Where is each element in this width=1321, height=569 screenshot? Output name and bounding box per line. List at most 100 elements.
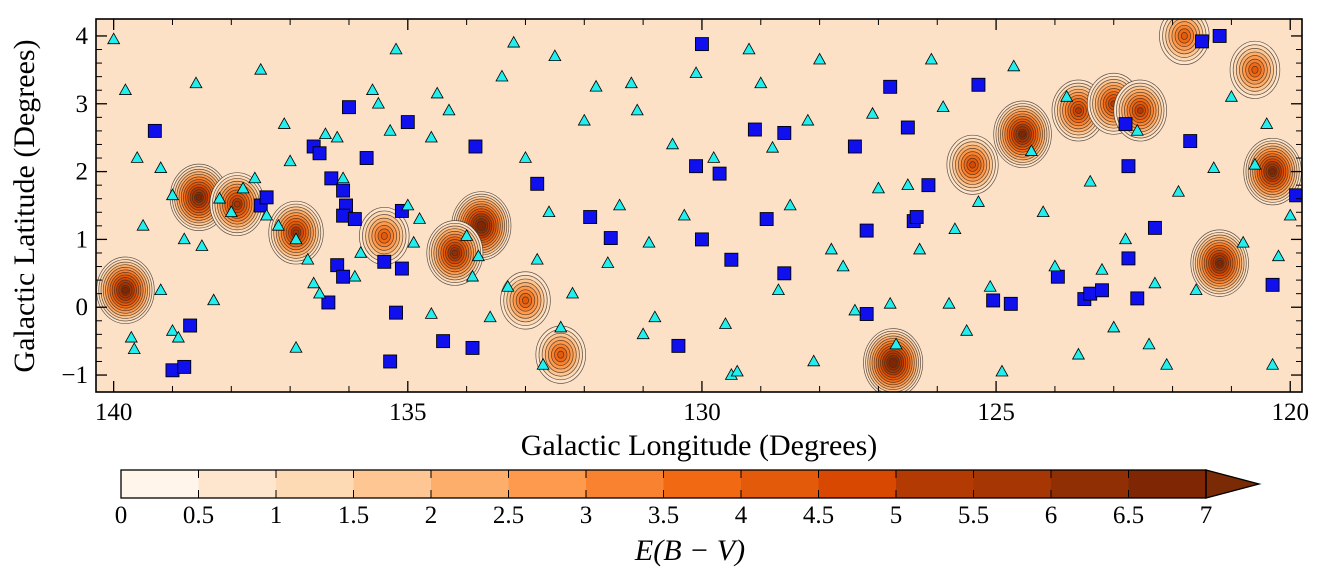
x-axis-title: Galactic Longitude (Degrees) — [521, 429, 878, 462]
triangle-marker — [601, 256, 615, 268]
square-marker — [147, 123, 162, 138]
triangle-marker — [171, 330, 185, 343]
triangle-marker — [236, 181, 250, 194]
colorbar-tick-label: 5.5 — [958, 502, 989, 529]
square-marker — [747, 122, 762, 137]
triangle-marker — [212, 191, 227, 204]
triangle-marker — [365, 83, 380, 95]
triangle-marker — [260, 208, 274, 221]
square-marker — [724, 252, 739, 267]
triangle-marker — [318, 127, 333, 140]
x-tick-label: 140 — [95, 399, 133, 426]
triangle-marker — [642, 235, 656, 248]
square-marker — [330, 258, 345, 273]
triangle-marker — [1283, 208, 1297, 221]
triangle-marker — [277, 117, 291, 129]
triangle-marker — [189, 76, 203, 89]
square-marker — [986, 293, 1001, 308]
triangle-marker — [107, 32, 121, 45]
x-axis: 140 135 130 125 120 — [95, 19, 1309, 426]
colorbar-segment — [198, 470, 277, 498]
triangle-marker — [1130, 123, 1144, 136]
square-marker — [1003, 296, 1018, 311]
square-marker — [777, 125, 792, 140]
x-tick-label: 130 — [683, 399, 721, 426]
triangle-marker — [1260, 117, 1274, 129]
triangle-marker — [613, 198, 627, 211]
plot-frame — [95, 18, 1303, 393]
cloud-5 — [451, 191, 512, 261]
square-marker — [583, 210, 598, 224]
square-marker — [468, 139, 483, 154]
square-marker — [694, 37, 709, 52]
triangle-marker — [730, 364, 744, 377]
colorbar-segment — [663, 470, 742, 498]
colorbar-segment — [353, 470, 432, 498]
cloud-14 — [1243, 137, 1302, 206]
triangle-marker — [254, 62, 268, 75]
square-marker — [342, 100, 356, 115]
square-marker — [909, 210, 924, 224]
triangle-marker — [1271, 249, 1286, 262]
colorbar-segment — [586, 470, 664, 498]
triangle-marker — [948, 222, 962, 234]
triangle-marker — [336, 171, 350, 184]
triangle-marker — [589, 79, 603, 92]
cloud-4 — [359, 206, 410, 266]
square-marker — [530, 176, 545, 191]
square-marker — [1083, 286, 1098, 301]
series-square — [147, 29, 1302, 378]
triangle-marker — [1236, 235, 1250, 248]
triangle-marker — [960, 323, 974, 336]
triangle-marker — [1189, 283, 1203, 296]
triangle-marker — [460, 228, 474, 241]
colorbar-tick-label: 0 — [115, 502, 128, 529]
triangle-marker — [665, 137, 680, 150]
cloud-8 — [863, 328, 924, 392]
square-marker — [377, 254, 392, 269]
triangle-marker — [154, 161, 168, 173]
triangle-marker — [430, 86, 444, 99]
square-marker — [389, 305, 403, 320]
square-marker — [1095, 283, 1109, 298]
square-marker — [1130, 291, 1145, 306]
triangle-marker — [130, 151, 144, 163]
colorbar: 0 0.5 1 1.5 2 2.5 3 3.5 4 4.5 5 5.5 6 6.5 7 — [115, 469, 1262, 529]
colorbar-segment — [431, 470, 509, 498]
square-marker — [921, 178, 936, 193]
triangle-marker — [471, 249, 485, 262]
colorbar-extend-arrow — [1205, 469, 1262, 499]
triangle-marker — [883, 296, 897, 309]
triangle-marker — [565, 286, 580, 299]
triangle-marker — [983, 279, 997, 292]
triangle-marker — [518, 151, 533, 163]
triangle-marker — [1024, 144, 1038, 156]
cloud-15 — [1190, 229, 1249, 297]
triangle-marker — [1248, 157, 1262, 170]
y-axis-title: Galactic Latitude (Degrees) — [8, 39, 41, 372]
reddening-contour-map — [96, 19, 1302, 392]
square-marker — [759, 212, 774, 227]
triangle-marker — [577, 113, 591, 126]
triangle-marker — [501, 279, 515, 292]
colorbar-segment — [276, 470, 354, 498]
square-marker — [312, 146, 327, 161]
colorbar-segment — [121, 470, 199, 498]
triangle-marker — [307, 276, 321, 289]
square-marker — [859, 223, 874, 238]
square-marker — [436, 334, 451, 349]
colorbar-tick-label: 2 — [425, 502, 438, 529]
y-tick-label: 1 — [76, 226, 89, 253]
colorbar-tick-label: 5 — [890, 502, 903, 529]
triangle-marker — [412, 212, 427, 224]
square-marker — [324, 171, 339, 186]
triangle-marker — [813, 52, 827, 65]
cloud-18 — [535, 325, 586, 384]
triangle-marker — [1118, 232, 1133, 245]
square-marker — [971, 77, 986, 92]
triangle-marker — [195, 239, 209, 251]
triangle-marker — [1083, 174, 1097, 187]
triangle-marker — [424, 130, 438, 143]
colorbar-tick-label: 1.5 — [338, 502, 369, 529]
triangle-marker — [936, 100, 950, 112]
